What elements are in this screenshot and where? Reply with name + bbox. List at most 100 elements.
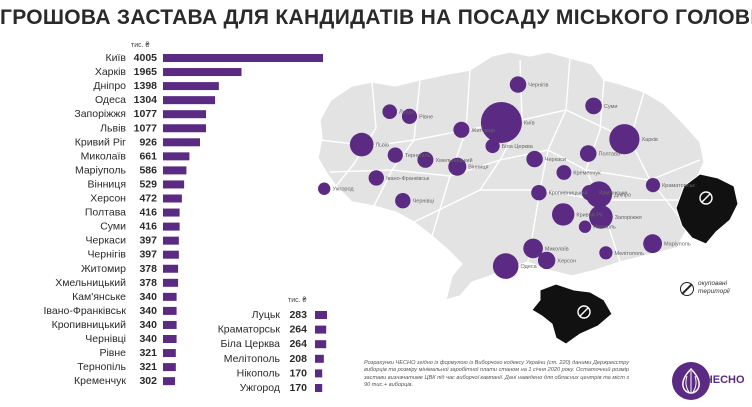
bar-харків xyxy=(163,68,242,77)
bar-кропивницький xyxy=(163,320,177,329)
bubble-черкаси xyxy=(526,150,543,168)
bar-value: 340 xyxy=(139,319,157,331)
bubble-краматорськ xyxy=(645,178,661,193)
map-city-label: Луцьк xyxy=(399,110,414,116)
chart-title: ГРОШОВА ЗАСТАВА ДЛЯ КАНДИДАТІВ НА ПОСАДУ… xyxy=(0,6,752,29)
bubble-івано-франківськ xyxy=(368,170,384,186)
map-city-label: Нікополь xyxy=(593,225,616,231)
bar-дніпро xyxy=(163,82,219,91)
bar-кам-янське xyxy=(163,292,177,301)
map-city-label: Дніпро xyxy=(614,193,631,199)
map-city-label: Київ xyxy=(524,121,535,127)
bubble-львів xyxy=(349,132,374,157)
bubble-житомир xyxy=(453,121,470,138)
bar-черкаси xyxy=(163,236,179,245)
bubble-кривий-ріг xyxy=(552,203,575,226)
map-labels: Київ Харків Дніпро Одеса Запоріжжя Львів Криви… xyxy=(333,83,696,271)
bar-category: Нікополь xyxy=(237,367,281,379)
bubble-запоріжжя xyxy=(589,205,613,229)
bar-тернопіль xyxy=(163,363,176,372)
bar-value: 378 xyxy=(139,277,157,289)
map-city-label: Херсон xyxy=(557,258,576,264)
bar-category: Вінниця xyxy=(88,178,127,190)
bar-маріуполь xyxy=(163,166,187,175)
bar-value: 340 xyxy=(139,305,157,317)
map-city-label: Чернівці xyxy=(413,199,434,205)
map-city-label: Одеса xyxy=(521,264,538,270)
bubble-біла-церква xyxy=(485,138,500,154)
map-city-label: Ужгород xyxy=(333,187,355,193)
bar-category: Полтава xyxy=(85,207,126,219)
bar-львів xyxy=(163,124,207,133)
bar-category: Чернівці xyxy=(85,333,126,345)
bubble-хмельницький xyxy=(417,151,434,168)
map-city-label: Чернігів xyxy=(528,83,548,89)
bar-київ xyxy=(163,54,323,62)
bar-value: 4005 xyxy=(134,52,158,64)
bar-value: 321 xyxy=(139,347,157,359)
unit-label-left: тис. ₴ xyxy=(131,42,150,49)
map-city-label: Мелітополь xyxy=(615,251,645,257)
bubble-київ xyxy=(480,102,522,143)
prohibited-icon xyxy=(680,282,694,296)
bubble-чернівці xyxy=(395,193,411,209)
bar-чернігів xyxy=(163,250,179,259)
bubble-одеса xyxy=(492,253,519,279)
bars-right: 283 Луцьк 264 Краматорськ 264 Біла Церква 208 М… xyxy=(218,309,327,394)
bubble-ужгород xyxy=(318,182,331,195)
map-city-label: Біла Церква xyxy=(502,144,534,150)
bubble-вінниця xyxy=(448,157,467,176)
garlic-icon xyxy=(672,362,710,400)
bar-житомир xyxy=(163,264,179,273)
bubble-полтава xyxy=(579,145,597,162)
bar-value: 472 xyxy=(139,193,157,205)
bar-category: Київ xyxy=(106,52,127,64)
bar-category: Маріуполь xyxy=(75,164,127,176)
bar-category: Одеса xyxy=(95,94,126,106)
map-city-label: Харків xyxy=(642,137,658,143)
bubble-кропивницький xyxy=(531,185,547,201)
map-city-label: Львів xyxy=(376,143,390,149)
bar-category: Кременчук xyxy=(74,375,126,387)
bar-полтава xyxy=(163,208,180,217)
bar-краматорськ xyxy=(315,325,327,334)
bar-кременчук xyxy=(163,377,176,386)
bar-category: Мелітополь xyxy=(224,353,281,365)
bar-category: Рівне xyxy=(99,347,126,359)
bar-суми xyxy=(163,222,180,231)
map-city-label: Рівне xyxy=(419,114,433,120)
bar-value: 1965 xyxy=(134,66,158,78)
bar-category: Херсон xyxy=(90,193,126,205)
bar-category: Житомир xyxy=(81,263,126,275)
bubble-кам-янське xyxy=(581,185,598,201)
bar-value: 416 xyxy=(139,207,157,219)
bar-value: 340 xyxy=(139,333,157,345)
bar-нікополь xyxy=(315,369,323,378)
bar-category: Івано-Франківськ xyxy=(43,305,126,317)
bar-category: Суми xyxy=(100,221,126,233)
bar-value: 302 xyxy=(139,375,157,387)
bar-category: Краматорськ xyxy=(218,324,281,336)
bubble-маріуполь xyxy=(643,234,662,254)
bar-value: 170 xyxy=(289,367,307,379)
map-city-label: Тернопіль xyxy=(405,153,431,159)
bar-category: Кропивницький xyxy=(52,319,127,331)
map-city-label: Полтава xyxy=(599,152,621,158)
bar-category: Тернопіль xyxy=(77,361,126,373)
map-city-label: Хмельницький xyxy=(436,157,473,164)
bar-value: 397 xyxy=(139,235,157,247)
bubble-херсон xyxy=(537,251,556,270)
bubble-суми xyxy=(585,97,602,115)
bubble-тернопіль xyxy=(387,147,403,163)
map-city-label: Суми xyxy=(604,104,618,110)
map-city-label: Кропивницький xyxy=(549,190,588,197)
bar-value: 529 xyxy=(139,178,157,190)
bar-category: Дніпро xyxy=(93,80,126,92)
bar-хмельницький xyxy=(163,278,179,287)
map-bubbles xyxy=(318,76,662,279)
bar-category: Львів xyxy=(100,122,126,134)
bar-category: Чернігів xyxy=(87,249,126,261)
bar-херсон xyxy=(163,194,182,203)
map-city-label: Миколаїв xyxy=(545,246,569,252)
